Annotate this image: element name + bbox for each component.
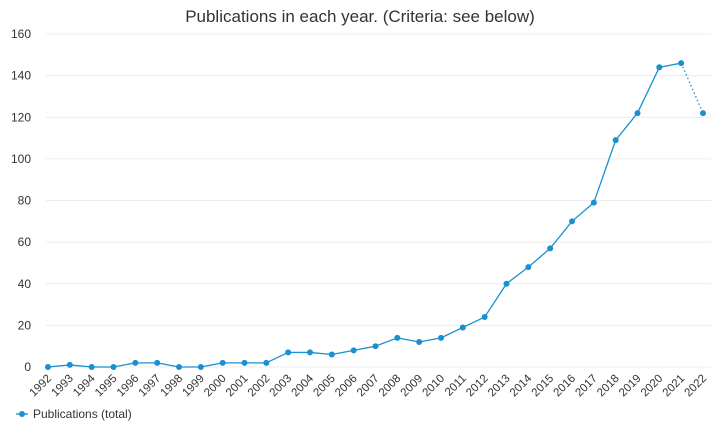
x-tick-label: 2016 [552, 373, 579, 400]
series-line-projected [680, 62, 704, 114]
y-tick-label: 140 [11, 69, 31, 83]
x-tick-label: 1999 [180, 373, 207, 400]
x-tick-label: 2008 [377, 373, 404, 400]
y-tick-label: 100 [11, 152, 31, 166]
x-tick-label: 2013 [486, 373, 513, 400]
x-tick-label: 2017 [573, 373, 600, 400]
data-point[interactable] [525, 264, 532, 271]
data-point[interactable] [88, 364, 95, 370]
x-tick-label: 1997 [137, 373, 164, 400]
x-tick-label: 2004 [290, 372, 317, 399]
y-tick-label: 160 [11, 27, 31, 41]
y-axis-ticks: 0 20 40 60 80 100 120 140 160 [11, 27, 31, 374]
x-tick-label: 1996 [115, 373, 142, 400]
data-point[interactable] [656, 64, 663, 71]
series-line [47, 62, 682, 368]
data-point[interactable] [328, 351, 335, 358]
x-tick-label: 2021 [661, 373, 688, 400]
x-tick-label: 2015 [530, 373, 557, 400]
x-tick-label: 2019 [617, 373, 644, 400]
x-tick-label: 2001 [224, 373, 251, 400]
series-publications-total [45, 60, 706, 370]
x-tick-label: 2000 [202, 373, 229, 400]
data-point[interactable] [634, 110, 641, 117]
x-tick-label: 2003 [268, 373, 295, 400]
x-tick-label: 2014 [508, 372, 535, 399]
x-tick-label: 2020 [639, 373, 666, 400]
x-tick-label: 1995 [93, 373, 120, 400]
y-tick-label: 60 [18, 235, 32, 249]
data-point[interactable] [590, 199, 597, 206]
data-point[interactable] [197, 364, 204, 370]
legend-label: Publications (total) [33, 407, 132, 421]
x-tick-label: 2010 [421, 373, 448, 400]
data-point[interactable] [285, 349, 292, 356]
data-point[interactable] [372, 343, 379, 350]
x-tick-label: 2007 [355, 373, 382, 400]
y-tick-label: 120 [11, 110, 31, 124]
grid-lines [46, 33, 711, 368]
legend-marker-icon [19, 411, 25, 417]
data-point[interactable] [110, 364, 117, 370]
data-point[interactable] [307, 349, 313, 356]
x-tick-label: 1994 [71, 372, 98, 399]
x-tick-label: 2005 [311, 373, 338, 400]
data-point[interactable] [481, 314, 488, 321]
data-point[interactable] [459, 324, 466, 331]
y-tick-label: 20 [18, 318, 32, 332]
x-tick-label: 2002 [246, 373, 273, 400]
x-tick-label: 2018 [595, 373, 622, 400]
data-point[interactable] [263, 359, 270, 366]
legend[interactable]: Publications (total) [16, 407, 132, 421]
chart-title: Publications in each year. (Criteria: se… [185, 7, 535, 26]
data-point[interactable] [547, 245, 554, 252]
x-tick-label: 2006 [333, 373, 360, 400]
data-point[interactable] [154, 359, 161, 366]
data-point[interactable] [416, 339, 423, 346]
data-point[interactable] [45, 364, 51, 370]
x-tick-label: 2011 [443, 373, 469, 399]
y-tick-label: 40 [18, 277, 32, 291]
data-point[interactable] [503, 280, 510, 287]
x-tick-label: 1993 [49, 373, 76, 400]
x-tick-label: 2009 [399, 373, 426, 400]
x-tick-label: 2012 [464, 373, 491, 400]
data-point[interactable] [700, 110, 706, 117]
data-point[interactable] [678, 60, 685, 67]
data-point[interactable] [66, 361, 73, 368]
data-point[interactable] [219, 359, 226, 366]
data-point[interactable] [176, 364, 182, 370]
data-point[interactable] [350, 347, 357, 354]
x-axis-ticks: 1992199319941995199619971998199920002001… [28, 372, 710, 399]
x-tick-label: 1992 [28, 373, 55, 400]
data-point[interactable] [569, 218, 575, 225]
data-point[interactable] [132, 359, 139, 366]
x-tick-label: 1998 [159, 373, 186, 400]
data-point[interactable] [612, 137, 619, 144]
data-point[interactable] [438, 334, 444, 341]
data-point[interactable] [394, 334, 401, 341]
x-tick-label: 2022 [683, 373, 710, 400]
y-tick-label: 80 [18, 194, 32, 208]
data-point[interactable] [241, 359, 248, 366]
y-tick-label: 0 [24, 360, 31, 374]
